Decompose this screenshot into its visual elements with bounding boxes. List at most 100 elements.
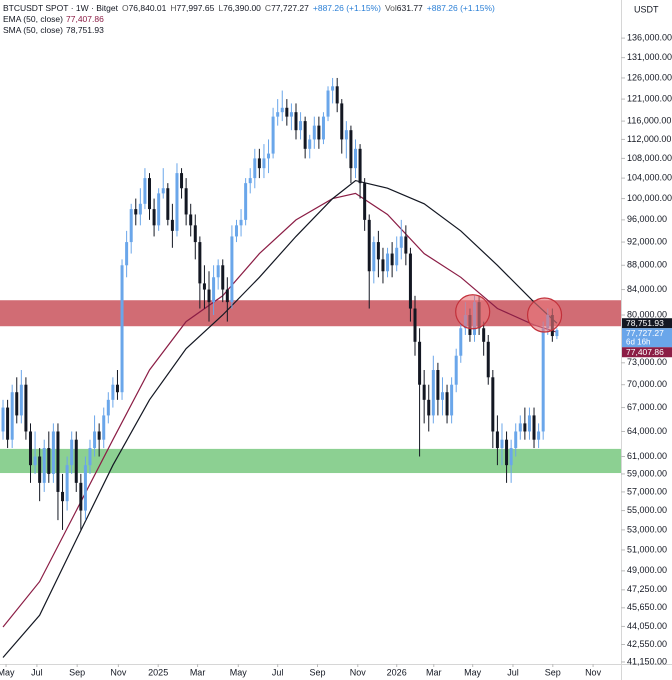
- symbol-line: BTCUSDT SPOT · 1W · Bitget O76,840.01 H77,…: [3, 3, 499, 14]
- candle-body: [404, 236, 408, 254]
- price-tag: [622, 318, 672, 329]
- candle-body: [207, 289, 211, 303]
- candle-body: [495, 431, 499, 449]
- y-tick-label: 44,050.00: [627, 621, 667, 631]
- candle-body: [390, 253, 394, 266]
- candle-body: [170, 219, 174, 231]
- candle-body: [38, 456, 42, 483]
- candle-body: [541, 328, 545, 432]
- candle-body: [317, 125, 321, 140]
- candle-body: [51, 431, 55, 474]
- candle-body: [115, 384, 119, 393]
- candle-body: [257, 158, 261, 169]
- y-tick-label: 51,000.00: [627, 544, 667, 554]
- y-tick-label: 136,000.00: [627, 32, 672, 42]
- ohlc-value: 77,727.27: [271, 3, 309, 13]
- candle-body: [349, 130, 353, 169]
- candle-body: [289, 112, 293, 117]
- candle-body: [308, 139, 312, 149]
- y-tick-label: 42,550.00: [627, 639, 667, 649]
- candle-body: [28, 431, 32, 466]
- ohlc-key: O: [121, 3, 129, 13]
- candle-body: [79, 482, 83, 511]
- y-tick-label: 64,000.00: [627, 426, 667, 436]
- indicator-line: [2, 179, 558, 658]
- price-tag-label: 77,407.86: [626, 347, 664, 357]
- candle-body: [24, 384, 28, 432]
- candle-body: [184, 188, 188, 215]
- candle-body: [299, 121, 303, 131]
- legend-name: EMA (50, close): [3, 14, 63, 24]
- candle-body: [505, 439, 509, 466]
- candle-body: [234, 225, 238, 237]
- change: +887.26 (+1.15%): [312, 3, 381, 13]
- x-tick-label: Mar: [426, 667, 442, 677]
- ohlc-value: 77,997.65: [176, 3, 215, 13]
- candle-body: [303, 121, 307, 149]
- candle-body: [253, 158, 257, 179]
- zone: [0, 448, 621, 474]
- candle-body: [152, 209, 156, 226]
- candle-body: [482, 328, 486, 342]
- candle-body: [230, 236, 234, 303]
- y-tick-label: 55,000.00: [627, 505, 667, 515]
- candle-body: [33, 456, 37, 466]
- x-tick-label: Sep: [69, 667, 85, 677]
- y-tick-label: 45,650.00: [627, 602, 667, 612]
- ohlc-key: Vol: [384, 3, 397, 13]
- y-tick-label: 108,000.00: [627, 153, 672, 163]
- candle-body: [427, 399, 431, 416]
- candle-body: [47, 448, 51, 474]
- candle-body: [408, 253, 412, 309]
- y-tick-label: 100,000.00: [627, 193, 672, 203]
- x-tick-label: Mar: [190, 667, 206, 677]
- candle-body: [143, 178, 147, 204]
- candle-body: [106, 399, 110, 416]
- price-tag-label: 78,751.93: [626, 318, 664, 328]
- ohlc-key: L: [218, 3, 224, 13]
- y-tick-label: 88,000.00: [627, 260, 667, 270]
- x-tick-label: May: [464, 667, 482, 677]
- x-tick-label: Sep: [545, 667, 561, 677]
- candle-body: [518, 423, 522, 432]
- x-tick-label: Jul: [272, 667, 284, 677]
- candle-body: [262, 158, 266, 169]
- candle-body: [129, 209, 133, 243]
- candle-body: [70, 439, 74, 466]
- x-tick-label: Sep: [309, 667, 325, 677]
- candle-body: [102, 415, 106, 440]
- candle-body: [198, 242, 202, 284]
- highlight-circle: [526, 297, 563, 333]
- candle-body: [180, 173, 184, 189]
- candle-body: [97, 431, 101, 440]
- candle-body: [221, 265, 225, 290]
- x-tick-label: Nov: [110, 667, 127, 677]
- y-tick-label: 41,150.00: [627, 656, 667, 666]
- candle-body: [93, 431, 97, 449]
- candle-body: [358, 148, 362, 184]
- candle-body: [193, 225, 197, 243]
- candle-body: [271, 116, 275, 154]
- candle-body: [157, 193, 161, 226]
- y-tick-label: 92,000.00: [627, 236, 667, 246]
- candle-body: [386, 253, 390, 272]
- x-tick-label: May: [0, 667, 15, 677]
- candle-body: [285, 107, 289, 117]
- candle-body: [202, 283, 206, 290]
- y-tick-label: 70,000.00: [627, 379, 667, 389]
- candle-body: [19, 384, 23, 416]
- x-tick-label: Nov: [585, 667, 602, 677]
- candle-body: [367, 219, 371, 272]
- candle-body: [445, 392, 449, 416]
- candle-body: [161, 188, 165, 194]
- candle-body: [509, 448, 513, 466]
- ohlc-value: 76,840.01: [128, 3, 167, 13]
- zone: [0, 300, 621, 327]
- candle-body: [395, 247, 399, 266]
- candle-body: [42, 448, 46, 483]
- price-tag: [622, 347, 672, 358]
- candle-body: [111, 384, 115, 400]
